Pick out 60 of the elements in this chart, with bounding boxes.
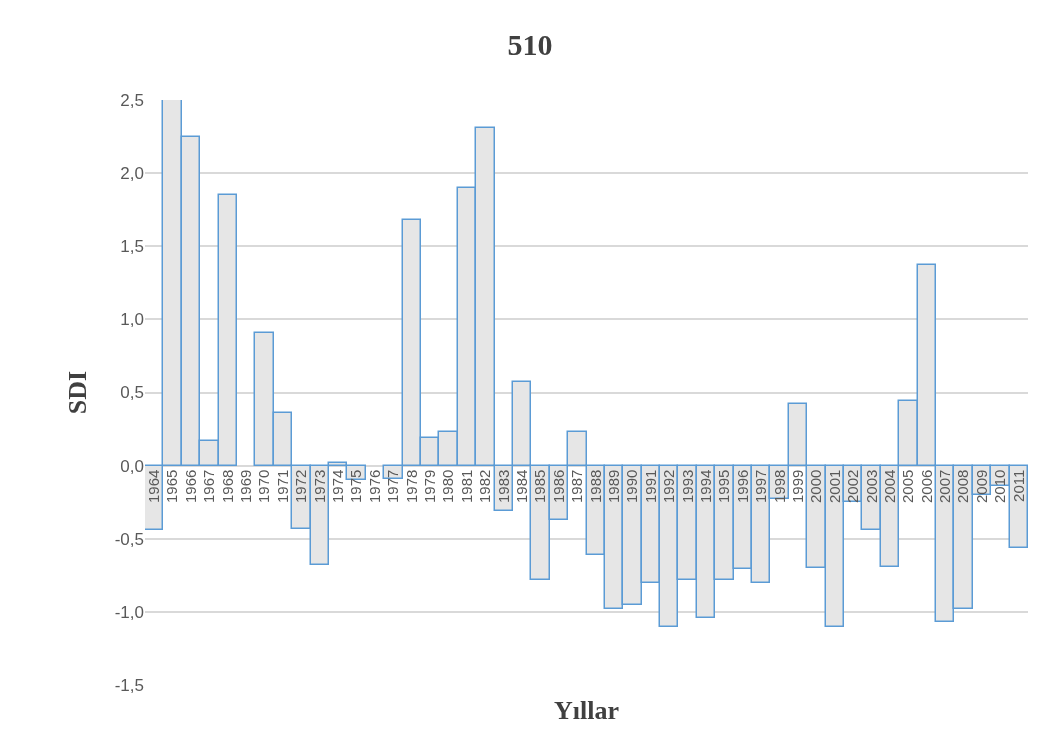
x-tick-label: 1975	[347, 469, 365, 503]
x-tick-label: 1986	[549, 469, 567, 503]
x-tick-label: 1971	[273, 469, 291, 503]
x-tick-label: 2011	[1009, 469, 1027, 502]
x-tick-label: 1970	[255, 469, 273, 503]
x-axis-title: Yıllar	[554, 696, 619, 725]
x-tick-label: 1991	[641, 469, 659, 503]
x-tick-label: 1964	[145, 469, 163, 503]
x-tick-label: 2000	[807, 469, 825, 503]
y-tick-label: 1,5	[120, 237, 144, 257]
x-tick-label: 2004	[880, 469, 898, 503]
y-tick-label: -1,0	[114, 602, 144, 622]
y-tick-label: 1,0	[120, 310, 144, 330]
x-tick-label: 2007	[936, 469, 954, 503]
x-tick-label: 1993	[678, 469, 696, 503]
x-tick-label: 1983	[494, 469, 512, 503]
x-tick-label: 1977	[384, 469, 402, 503]
x-tick-label: 1984	[512, 469, 530, 503]
x-tick-label: 1981	[457, 469, 475, 503]
x-tick-label: 1987	[568, 469, 586, 503]
y-tick-label: 2,5	[120, 90, 144, 110]
x-tick-label: 1976	[365, 469, 383, 503]
x-tick-label: 1979	[421, 469, 439, 503]
x-tick-label: 1978	[402, 469, 420, 503]
y-tick-label: 2,0	[120, 164, 144, 184]
x-tick-label: 1994	[696, 469, 714, 503]
y-tick-label: -1,5	[114, 675, 144, 695]
x-tick-label: 1995	[715, 469, 733, 503]
x-tick-label: 1965	[163, 469, 181, 503]
x-tick-label: 1999	[788, 469, 806, 503]
x-tick-label: 1974	[329, 469, 347, 503]
y-tick-label: 0,5	[120, 383, 144, 403]
chart-title: 510	[507, 27, 553, 61]
x-tick-label: 1982	[476, 469, 494, 503]
x-tick-label: 2006	[917, 469, 935, 503]
x-tick-label: 1996	[733, 469, 751, 503]
y-axis-title: SDI	[63, 370, 93, 415]
x-tick-label: 1967	[200, 469, 218, 503]
y-tick-label: 0,0	[120, 456, 144, 476]
x-tick-label: 2003	[862, 469, 880, 503]
x-tick-label: 1968	[218, 469, 236, 503]
x-tick-label: 1988	[586, 469, 604, 503]
x-tick-label: 2002	[844, 469, 862, 503]
x-tick-label: 1990	[623, 469, 641, 503]
x-tick-label: 2008	[954, 469, 972, 503]
x-tick-label: 1972	[292, 469, 310, 503]
x-tick-label: 2001	[825, 469, 843, 503]
x-tick-label: 1966	[181, 469, 199, 503]
x-tick-label: 2005	[899, 469, 917, 503]
x-tick-label: 1997	[752, 469, 770, 503]
x-tick-label: 1985	[531, 469, 549, 503]
x-tick-label: 1992	[660, 469, 678, 503]
y-tick-label: -0,5	[114, 529, 144, 549]
x-tick-label: 1989	[604, 469, 622, 503]
x-tick-label: 1969	[237, 469, 255, 503]
x-tick-label: 2009	[972, 469, 990, 503]
x-tick-label: 1973	[310, 469, 328, 503]
x-tick-label: 1998	[770, 469, 788, 503]
x-tick-label: 1980	[439, 469, 457, 503]
x-tick-label: 2010	[991, 469, 1009, 503]
